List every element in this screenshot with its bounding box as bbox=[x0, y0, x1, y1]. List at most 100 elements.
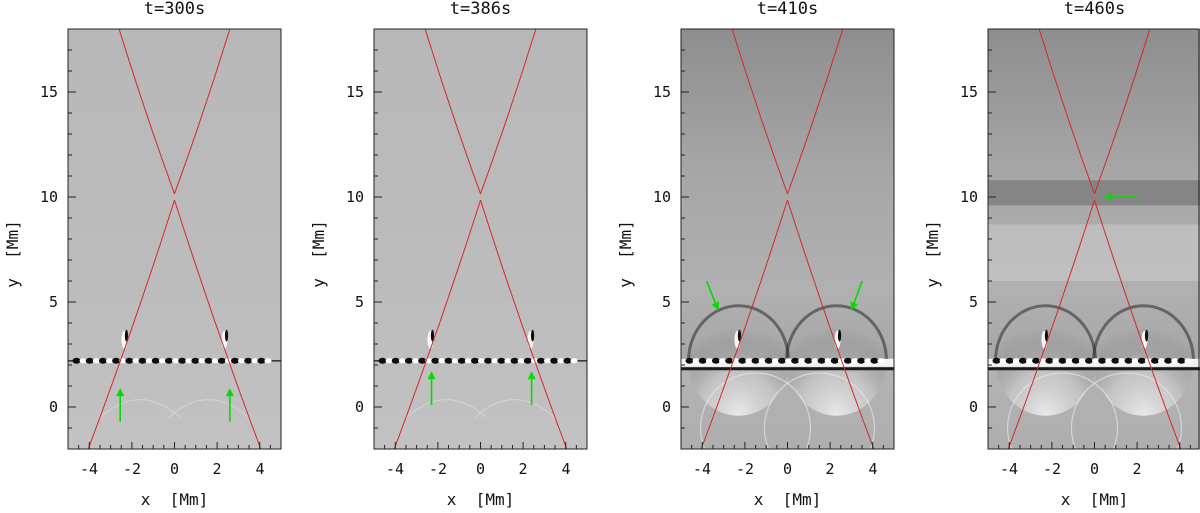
boundary-blob bbox=[804, 357, 813, 364]
boundary-blob bbox=[1058, 357, 1067, 364]
arrow-shaft bbox=[705, 280, 717, 304]
panel-3-ytick-label: 0 bbox=[662, 398, 671, 416]
boundary-blob bbox=[830, 357, 839, 364]
separatrix-line bbox=[787, 199, 875, 449]
jet-dark bbox=[430, 329, 435, 342]
boundary-blob bbox=[244, 357, 253, 364]
boundary-blob-light bbox=[811, 358, 819, 364]
arrow-head bbox=[850, 301, 858, 311]
panel-1-xtick-label: -2 bbox=[123, 460, 141, 478]
panel-3-xtick-label: -2 bbox=[736, 460, 754, 478]
boundary-blob-light bbox=[398, 358, 406, 364]
panel-3-separatrix bbox=[700, 29, 875, 449]
arrow-head bbox=[1104, 193, 1113, 201]
boundary-blob-light bbox=[491, 358, 499, 364]
boundary-blob-light bbox=[557, 358, 565, 364]
boundary-blob-light bbox=[198, 358, 206, 364]
bright-band bbox=[988, 224, 1200, 281]
boundary-blob bbox=[550, 357, 559, 364]
panel-4-ytick-label: 15 bbox=[960, 83, 978, 101]
ripple bbox=[100, 399, 181, 418]
boundary-blob-light bbox=[1026, 358, 1034, 364]
panel-4-xtick-label: 0 bbox=[1090, 460, 1099, 478]
panel-4-arrows bbox=[1104, 193, 1138, 201]
boundary-blob bbox=[1045, 357, 1054, 364]
separatrix-line bbox=[174, 29, 231, 195]
panel-4-ytick-label: 10 bbox=[960, 188, 978, 206]
panel-2-separatrix bbox=[393, 29, 568, 449]
panel-2-xtick-label: -4 bbox=[386, 460, 404, 478]
panel-3-ytick-label: 10 bbox=[653, 188, 671, 206]
panel-2-ylabel: y [Mm] bbox=[309, 220, 328, 287]
panel-1-title: t=300s bbox=[144, 0, 205, 19]
boundary-blob bbox=[817, 357, 826, 364]
boundary-blob bbox=[230, 357, 239, 364]
separatrix-line bbox=[700, 199, 788, 449]
panel-2-xtick-label: 0 bbox=[476, 460, 485, 478]
boundary-blob bbox=[698, 357, 707, 364]
boundary-blob bbox=[1084, 357, 1093, 364]
boundary-blob bbox=[431, 357, 440, 364]
boundary-blob-light bbox=[771, 358, 779, 364]
boundary-blob-light bbox=[504, 358, 512, 364]
wave-front bbox=[994, 304, 1098, 361]
boundary-blob bbox=[404, 357, 413, 364]
boundary-blob bbox=[204, 357, 213, 364]
panel-4-xtick-label: 2 bbox=[1132, 460, 1141, 478]
wave-front bbox=[1091, 304, 1195, 361]
boundary-blob-light bbox=[758, 358, 766, 364]
boundary-blob-light bbox=[1105, 358, 1113, 364]
boundary-blob bbox=[510, 357, 519, 364]
wave-front bbox=[784, 304, 888, 361]
boundary-blob bbox=[711, 357, 720, 364]
boundary-blob bbox=[857, 357, 866, 364]
boundary-blob bbox=[138, 357, 147, 364]
panel-4-ytick-label: 5 bbox=[969, 293, 978, 311]
boundary-blob-light bbox=[570, 358, 578, 364]
boundary-blob bbox=[1005, 357, 1014, 364]
boundary-blob bbox=[164, 357, 173, 364]
separatrix-line bbox=[424, 29, 481, 195]
boundary-blob-light bbox=[451, 358, 459, 364]
boundary-blob-light bbox=[1171, 358, 1179, 364]
boundary-blob-light bbox=[785, 358, 793, 364]
panel-2-xtick-label: 4 bbox=[561, 460, 570, 478]
panel-2-ytick-label: 10 bbox=[346, 188, 364, 206]
boundary-blob bbox=[685, 357, 694, 364]
boundary-blob-light bbox=[864, 358, 872, 364]
panel-2-xlabel: x [Mm] bbox=[447, 490, 514, 509]
separatrix-line bbox=[174, 199, 262, 449]
boundary-blob bbox=[112, 357, 121, 364]
boundary-blob bbox=[1098, 357, 1107, 364]
boundary-blob bbox=[1111, 357, 1120, 364]
arrow-head bbox=[427, 371, 436, 380]
boundary-blob-light bbox=[745, 358, 753, 364]
panel-4-image bbox=[988, 29, 1200, 449]
boundary-blob-light bbox=[412, 358, 420, 364]
separatrix-line bbox=[1038, 29, 1095, 195]
panel-3-arrows bbox=[705, 280, 863, 311]
boundary-blob bbox=[418, 357, 427, 364]
panel-3-title: t=410s bbox=[757, 0, 818, 19]
boundary-blob bbox=[484, 357, 493, 364]
boundary-blob bbox=[1177, 357, 1186, 364]
boundary-blob bbox=[191, 357, 200, 364]
boundary-blob bbox=[457, 357, 466, 364]
panel-3-ytick-label: 5 bbox=[662, 293, 671, 311]
panel-1-background bbox=[68, 29, 281, 449]
boundary-blob bbox=[777, 357, 786, 364]
panel-1-ytick-label: 15 bbox=[40, 83, 58, 101]
boundary-blob bbox=[151, 357, 160, 364]
panel-1-image bbox=[68, 29, 281, 449]
boundary-blob-light bbox=[1184, 358, 1192, 364]
boundary-blob-light bbox=[1092, 358, 1100, 364]
boundary-blob-light bbox=[798, 358, 806, 364]
boundary-blob bbox=[378, 357, 387, 364]
boundary-blob-light bbox=[1158, 358, 1166, 364]
boundary-blob-light bbox=[145, 358, 153, 364]
panel-4-title: t=460s bbox=[1064, 0, 1125, 19]
wave-ring bbox=[763, 372, 876, 449]
panel-1-ytick-label: 0 bbox=[49, 398, 58, 416]
panel-1-xlabel: x [Mm] bbox=[141, 490, 208, 509]
jet-dark bbox=[1044, 329, 1049, 342]
